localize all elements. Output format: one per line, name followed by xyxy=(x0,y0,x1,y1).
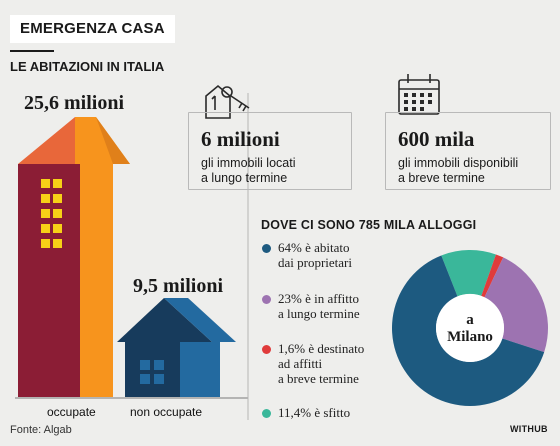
house-key-icon xyxy=(205,84,250,119)
donut-slice-2 xyxy=(481,254,504,298)
occupied-value: 25,6 milioni xyxy=(24,92,125,114)
card-long-term-line1: gli immobili locati xyxy=(201,156,296,170)
occupied-dark-wall xyxy=(36,164,80,397)
donut-center-label: a Milano xyxy=(441,312,499,346)
donut-slice-1 xyxy=(484,257,548,353)
milano-heading: DOVE CI SONO 785 MILA ALLOGGI xyxy=(261,218,477,232)
legend-dot xyxy=(262,409,271,418)
donut-slice-0 xyxy=(392,255,545,406)
card-short-term-value: 600 mila xyxy=(398,127,475,151)
legend-line: 1,6% è destinato xyxy=(278,341,365,356)
donut-slice-3 xyxy=(441,250,496,297)
unoccupied-side-wall xyxy=(125,342,180,397)
unoccupied-label: non occupate xyxy=(130,405,203,419)
card-long-term-line2: a lungo termine xyxy=(201,171,288,185)
occupied-windows xyxy=(41,179,62,248)
card-long-term-value: 6 milioni xyxy=(201,127,280,151)
legend-line: 11,4% è sfitto xyxy=(278,405,351,420)
card-short-term: 600 mila gli immobili disponibili a brev… xyxy=(385,112,551,190)
unoccupied-roof-left xyxy=(117,298,212,342)
unoccupied-front-wall xyxy=(180,342,220,397)
title-badge: EMERGENZA CASA xyxy=(10,15,175,43)
subtitle: LE ABITAZIONI IN ITALIA xyxy=(10,59,165,74)
publisher-logo: WITHUB xyxy=(510,424,548,434)
legend-line: ad affitti xyxy=(278,356,323,371)
occupied-side-wall xyxy=(18,164,36,397)
unoccupied-value: 9,5 milioni xyxy=(133,275,224,297)
card-short-term-line1: gli immobili disponibili xyxy=(398,156,519,170)
legend-dot xyxy=(262,345,271,354)
legend-item-long-rent: 23% è in affitto a lungo termine xyxy=(262,291,397,323)
legend-line: 64% è abitato xyxy=(278,240,350,255)
legend-line: 23% è in affitto xyxy=(278,291,359,306)
calendar-icon xyxy=(398,74,440,115)
occupied-label: occupate xyxy=(47,405,96,419)
legend-item-short-rent: 1,6% è destinato ad affitti a breve term… xyxy=(262,341,397,389)
donut-center-line2: Milano xyxy=(447,329,493,345)
donut-center-line1: a xyxy=(466,312,474,328)
milano-donut-chart xyxy=(392,250,548,406)
source-note: Fonte: Algab xyxy=(10,424,72,436)
card-long-term: 6 milioni gli immobili locati a lungo te… xyxy=(188,112,352,190)
subtitle-rule xyxy=(10,50,54,52)
occupied-front-wall xyxy=(80,164,113,397)
legend-item-owners: 64% è abitato dai proprietari xyxy=(262,240,397,272)
legend-line: a breve termine xyxy=(278,371,359,386)
legend-line: dai proprietari xyxy=(278,255,352,270)
unoccupied-roof-front xyxy=(164,298,236,342)
occupied-roof-shade xyxy=(96,117,130,164)
unoccupied-windows xyxy=(140,360,164,384)
donut-hole xyxy=(436,294,504,362)
legend-line: a lungo termine xyxy=(278,306,360,321)
legend-dot xyxy=(262,244,271,253)
card-short-term-line2: a breve termine xyxy=(398,171,485,185)
legend-item-vacant: 11,4% è sfitto xyxy=(262,405,397,421)
legend-dot xyxy=(262,295,271,304)
